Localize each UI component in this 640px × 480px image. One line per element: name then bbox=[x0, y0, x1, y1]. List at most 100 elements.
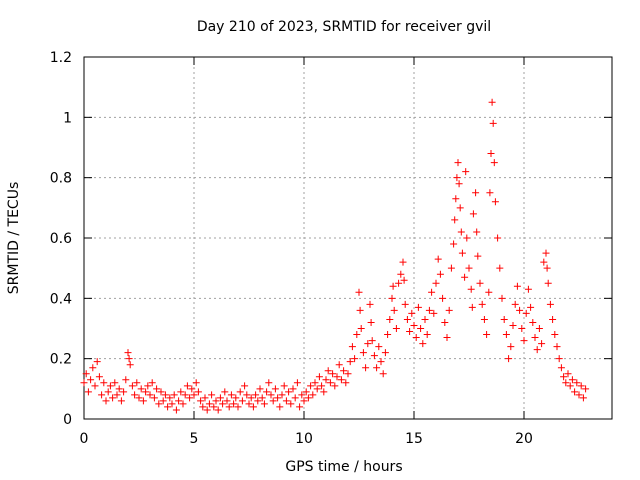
data-point bbox=[333, 373, 341, 381]
data-point bbox=[468, 303, 476, 311]
grid-lines bbox=[84, 57, 612, 419]
data-point bbox=[335, 361, 343, 369]
data-point bbox=[447, 264, 455, 272]
data-point bbox=[115, 385, 123, 393]
data-point bbox=[159, 397, 167, 405]
data-point bbox=[582, 385, 590, 393]
data-point bbox=[529, 318, 537, 326]
data-point bbox=[104, 388, 112, 396]
data-point bbox=[346, 358, 354, 366]
data-point bbox=[486, 189, 494, 197]
data-point bbox=[186, 394, 194, 402]
data-point bbox=[168, 400, 176, 408]
data-point bbox=[388, 294, 396, 302]
x-tick-label: 20 bbox=[515, 431, 533, 447]
x-tick-label: 10 bbox=[295, 431, 313, 447]
data-point bbox=[487, 150, 495, 158]
data-point bbox=[122, 376, 130, 384]
data-point bbox=[491, 198, 499, 206]
chart-title: Day 210 of 2023, SRMTID for receiver gvi… bbox=[197, 19, 491, 35]
data-point bbox=[535, 325, 543, 332]
data-point bbox=[135, 394, 143, 402]
data-point bbox=[439, 294, 447, 302]
y-tick-label: 0 bbox=[63, 412, 72, 428]
data-point bbox=[322, 376, 330, 384]
data-point bbox=[399, 258, 407, 266]
data-point bbox=[368, 337, 376, 345]
data-point bbox=[256, 385, 264, 393]
data-point bbox=[457, 228, 465, 236]
data-point bbox=[362, 364, 370, 372]
data-point bbox=[282, 397, 290, 405]
data-point bbox=[498, 294, 506, 302]
data-point bbox=[113, 391, 121, 399]
data-point bbox=[267, 391, 275, 399]
data-point bbox=[562, 379, 570, 387]
data-point bbox=[406, 328, 414, 336]
data-point bbox=[520, 337, 528, 345]
data-point bbox=[579, 394, 587, 402]
data-point bbox=[238, 397, 246, 405]
data-point bbox=[483, 331, 491, 339]
data-point bbox=[150, 394, 158, 402]
data-point bbox=[258, 394, 266, 402]
data-point bbox=[280, 382, 288, 390]
data-point bbox=[455, 180, 463, 188]
data-point bbox=[234, 403, 242, 411]
data-point bbox=[144, 382, 152, 390]
data-point bbox=[573, 379, 581, 387]
data-point bbox=[436, 270, 444, 278]
data-point bbox=[445, 306, 453, 314]
data-point bbox=[166, 394, 174, 402]
y-tick-label: 0.2 bbox=[50, 352, 72, 368]
data-point bbox=[386, 315, 394, 323]
data-point bbox=[400, 276, 408, 284]
data-point bbox=[179, 400, 187, 408]
data-point bbox=[425, 306, 433, 314]
data-point bbox=[153, 385, 161, 393]
data-point bbox=[412, 334, 420, 342]
data-point bbox=[490, 159, 498, 167]
data-point bbox=[249, 403, 257, 411]
data-point bbox=[225, 403, 233, 411]
data-point bbox=[546, 300, 554, 308]
data-point bbox=[216, 394, 224, 402]
data-point bbox=[366, 300, 374, 308]
data-point bbox=[199, 403, 207, 411]
data-point bbox=[285, 388, 293, 396]
data-point bbox=[102, 397, 110, 405]
data-point bbox=[271, 385, 279, 393]
data-point bbox=[302, 388, 310, 396]
data-point bbox=[543, 264, 551, 272]
data-point bbox=[212, 397, 220, 405]
data-point bbox=[568, 376, 576, 384]
data-point bbox=[423, 331, 431, 339]
y-tick-label: 0.8 bbox=[50, 171, 72, 187]
data-point bbox=[337, 376, 345, 384]
data-point bbox=[139, 397, 147, 405]
data-point bbox=[181, 391, 189, 399]
data-point bbox=[494, 234, 502, 242]
data-point bbox=[522, 309, 530, 317]
data-point bbox=[373, 364, 381, 372]
data-point bbox=[289, 385, 297, 393]
data-point bbox=[170, 391, 178, 399]
data-point bbox=[384, 331, 392, 339]
data-point bbox=[291, 394, 299, 402]
data-points bbox=[80, 98, 590, 414]
data-point bbox=[214, 406, 222, 414]
data-point bbox=[434, 255, 442, 263]
data-point bbox=[245, 400, 253, 408]
data-point bbox=[304, 394, 312, 402]
data-point bbox=[443, 334, 451, 342]
y-axis-label: SRMTID / TECUs bbox=[6, 182, 22, 295]
data-point bbox=[469, 210, 477, 218]
data-point bbox=[117, 397, 125, 405]
data-point bbox=[260, 400, 268, 408]
data-point bbox=[241, 382, 249, 390]
data-point bbox=[472, 189, 480, 197]
data-point bbox=[326, 379, 334, 387]
data-point bbox=[100, 379, 108, 387]
data-point bbox=[252, 391, 260, 399]
